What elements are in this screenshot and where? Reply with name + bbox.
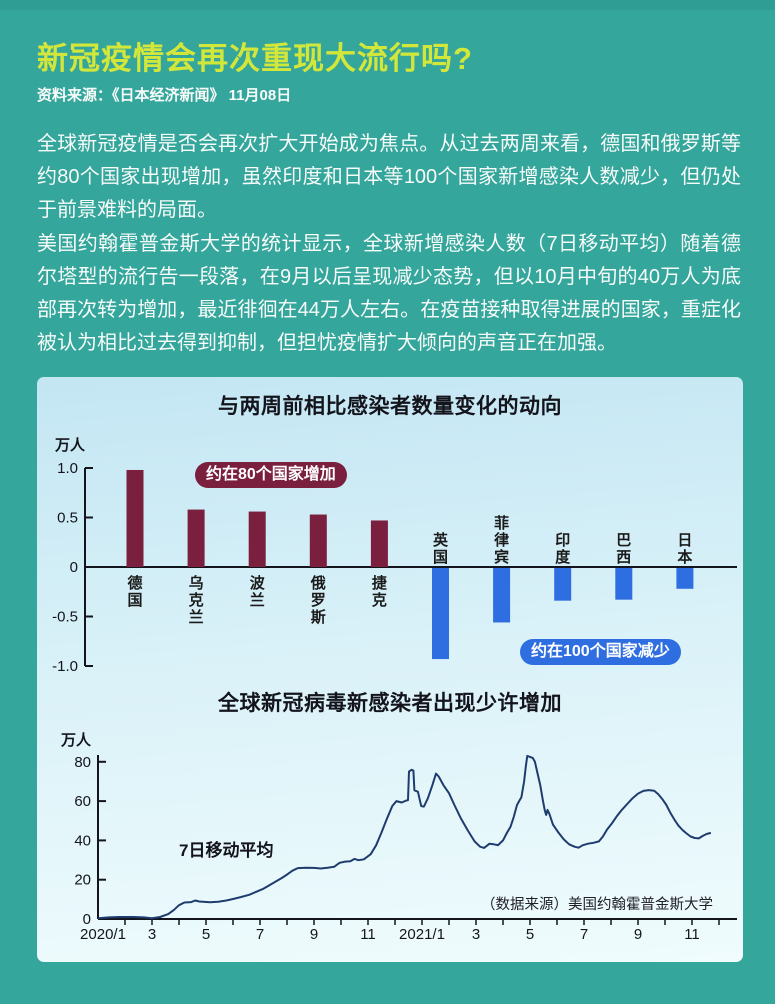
bar-category-label: 巴西 — [616, 532, 631, 566]
bar-y-unit-label: 万人 — [54, 437, 86, 454]
bar-chart-title: 与两周前相比感染者数量变化的动向 — [218, 395, 562, 418]
trend-line — [97, 754, 712, 920]
line-x-tick-label: 7 — [256, 926, 264, 943]
charts-card: 与两周前相比感染者数量变化的动向 万人 1.0 0.5 0 -0.5 -1.0 德国 乌克兰 波… — [37, 377, 743, 962]
line-x-tick-label: 11 — [360, 926, 376, 943]
line-y-tick-label: 20 — [74, 872, 91, 889]
line-chart-title: 全球新冠病毒新感染者出现少许增加 — [218, 692, 562, 715]
bar-y-tick-label: 0.5 — [57, 510, 78, 527]
line-y-tick-label: 60 — [74, 793, 91, 810]
bar-category-label: 日本 — [677, 532, 692, 566]
bar-y-tick-label: -0.5 — [52, 609, 78, 626]
bar-y-tick-label: 0 — [70, 559, 78, 576]
bar-2 — [248, 511, 266, 567]
line-y-tick-label: 40 — [74, 832, 91, 849]
bar-category-label: 波兰 — [250, 574, 266, 609]
line-x-tick-label: 9 — [310, 926, 318, 943]
bar-category-label: 俄罗斯 — [310, 574, 326, 626]
bar-7 — [554, 568, 572, 601]
line-x-tick-label: 11 — [684, 926, 700, 943]
bar-category-label: 捷克 — [372, 574, 388, 609]
bar-y-tick-label: 1.0 — [57, 460, 78, 477]
bar-chart: 万人 1.0 0.5 0 -0.5 -1.0 德国 乌克兰 波兰 俄罗斯 捷克 英国 菲律宾 印度 巴西 日本 — [52, 437, 737, 675]
line-y-tick-label: 80 — [74, 754, 91, 771]
line-x-tick-label: 5 — [202, 926, 210, 943]
line-x-tick-label: 2020/1 — [80, 926, 126, 943]
intro-paragraph: 全球新冠疫情是否会再次扩大开始成为焦点。从过去两周来看，德国和俄罗斯等约80个国… — [37, 133, 741, 221]
line-y-unit-label: 万人 — [60, 732, 92, 749]
line-x-tick-label: 9 — [634, 926, 642, 943]
source-line: 资料来源：《日本经济新闻》 11月08日 — [37, 87, 292, 104]
bar-category-label: 乌克兰 — [189, 574, 204, 626]
bar-0 — [126, 469, 144, 567]
bar-category-label: 德国 — [127, 574, 142, 609]
bar-category-label: 印度 — [555, 531, 571, 566]
decrease-badge: 约在100个国家减少 — [520, 639, 681, 665]
line-x-tick-label: 5 — [526, 926, 534, 943]
bar-6 — [493, 568, 511, 623]
bar-y-tick-label: -1.0 — [52, 658, 78, 675]
bar-4 — [370, 520, 388, 567]
line-x-tick-label: 3 — [148, 926, 156, 943]
series-label: 7日移动平均 — [179, 841, 274, 860]
bar-9 — [676, 568, 694, 589]
bar-1 — [187, 509, 205, 567]
bar-category-label: 菲律宾 — [493, 514, 509, 566]
page-title: 新冠疫情会再次重现大流行吗? — [37, 41, 473, 76]
line-x-tick-label: 2021/1 — [399, 926, 445, 943]
bar-5 — [432, 568, 449, 660]
top-accent-bar — [0, 0, 775, 10]
bar-category-label: 英国 — [433, 531, 449, 566]
data-source-note: （数据来源）美国约翰霍普金斯大学 — [481, 897, 713, 913]
bar-3 — [309, 514, 327, 567]
line-y-tick-label: 0 — [83, 911, 91, 928]
stats-paragraph: 美国约翰霍普金斯大学的统计显示，全球新增感染人数（7日移动平均）随着德尔塔型的流… — [37, 233, 741, 354]
bar-8 — [615, 568, 633, 600]
line-x-tick-label: 7 — [580, 926, 588, 943]
increase-badge: 约在80个国家增加 — [195, 462, 347, 488]
line-x-tick-label: 3 — [472, 926, 480, 943]
